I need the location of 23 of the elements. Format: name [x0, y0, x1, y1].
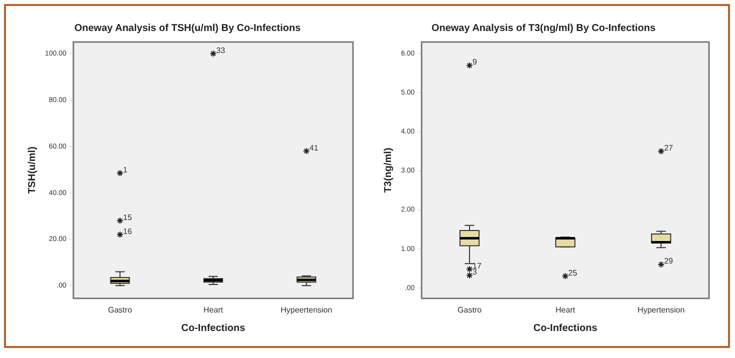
x-tick-label: Hypertension: [638, 305, 685, 314]
x-axis-title: Co-Infections: [533, 322, 598, 334]
annotation: 17: [472, 261, 482, 270]
x-tick-label: Heart: [556, 305, 576, 314]
x-tick-label: Gastro: [458, 305, 482, 314]
annotation: 9: [472, 58, 478, 67]
chart-title: Oneway Analysis of TSH(u/ml) By Co-Infections: [74, 22, 302, 34]
annotation: 29: [664, 256, 674, 266]
annotation: 27: [664, 143, 674, 152]
y-axis-title: TSH(u/ml): [26, 146, 38, 194]
annotation: 1: [123, 165, 128, 174]
annotation: 15: [123, 212, 132, 222]
annotation: 33: [216, 46, 226, 55]
x-tick-label: Gastro: [108, 305, 133, 314]
chart-title: Oneway Analysis of T3(ng/ml) By Co-Infections: [431, 22, 656, 34]
x-tick-label: Hypeertension: [280, 305, 332, 314]
x-tick-label: Heart: [203, 305, 224, 314]
annotation: 16: [123, 226, 132, 236]
annotation: 25: [568, 268, 578, 278]
annotation: 41: [309, 143, 319, 152]
annotation: 3: [472, 268, 478, 277]
x-axis-title: Co-Infections: [181, 322, 246, 334]
y-axis-title: T3(ng/ml): [382, 148, 394, 193]
